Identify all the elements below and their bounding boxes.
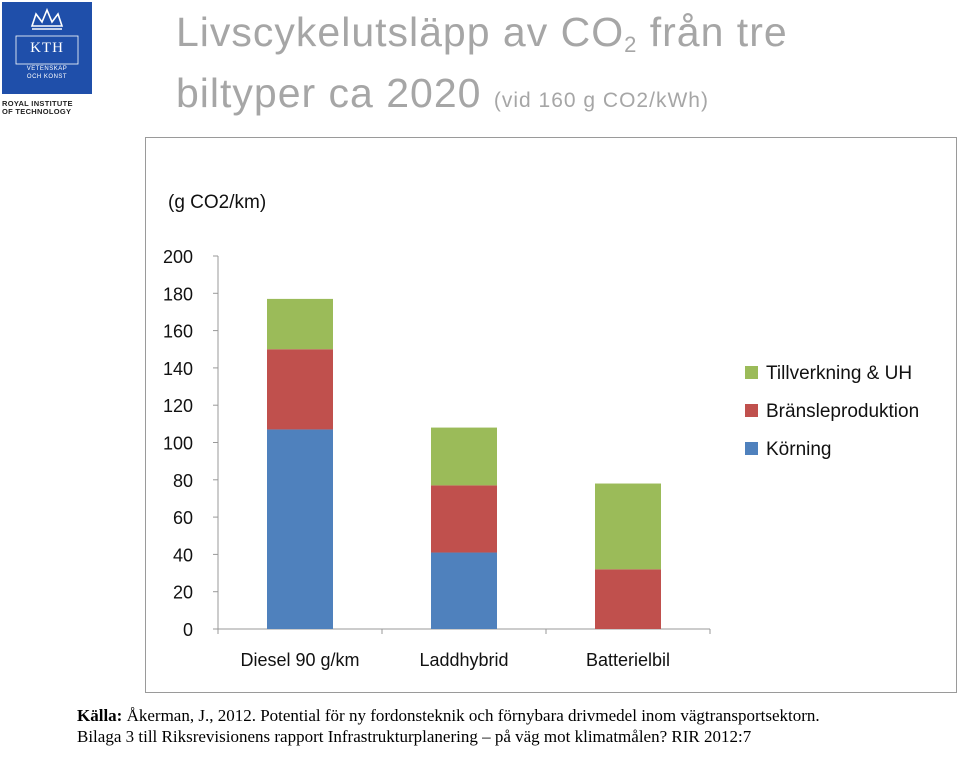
bar-segment bbox=[595, 569, 661, 629]
legend-swatch bbox=[745, 366, 758, 379]
bar-segment bbox=[267, 429, 333, 629]
bar-segment bbox=[267, 349, 333, 430]
title-subscript: 2 bbox=[624, 32, 638, 57]
y-tick-label: 40 bbox=[173, 545, 193, 565]
title-part1: Livscykelutsläpp av CO bbox=[176, 9, 625, 55]
kth-logo-badge: KTH VETENSKAP OCH KONST bbox=[2, 2, 92, 94]
kth-caption-line1: ROYAL INSTITUTE bbox=[2, 99, 73, 108]
bar-segment bbox=[595, 483, 661, 570]
source-label: Källa: bbox=[77, 706, 123, 725]
legend-label: Körning bbox=[766, 439, 832, 460]
source-line-2: Bilaga 3 till Riksrevisionens rapport In… bbox=[77, 727, 752, 746]
x-tick-label: Diesel 90 g/km bbox=[240, 650, 359, 670]
title-note: (vid 160 g CO2/kWh) bbox=[493, 89, 709, 112]
kth-logo-text: KTH bbox=[30, 40, 64, 56]
kth-caption-line2: OF TECHNOLOGY bbox=[2, 107, 72, 116]
y-tick-label: 20 bbox=[173, 583, 193, 603]
title-line-2: biltyper ca 2020 (vid 160 g CO2/kWh) bbox=[176, 69, 788, 125]
legend-swatch bbox=[745, 442, 758, 455]
source-line-1: Källa: Åkerman, J., 2012. Potential för … bbox=[77, 705, 820, 726]
y-tick-label: 180 bbox=[163, 284, 193, 304]
kth-logo: KTH VETENSKAP OCH KONST ROYAL INSTITUTE … bbox=[2, 2, 94, 116]
kth-logo-line1: VETENSKAP bbox=[26, 66, 68, 72]
y-tick-label: 100 bbox=[163, 434, 193, 454]
y-tick-label: 0 bbox=[183, 620, 193, 640]
bar-segment bbox=[267, 298, 333, 350]
bar-segment bbox=[431, 552, 497, 629]
chart-frame: (g CO2/km) 0 20 40 60 80 100 120 140 160 180 200 Die… bbox=[145, 137, 957, 693]
bar-segment bbox=[431, 485, 497, 553]
title-part2: från tre bbox=[637, 9, 788, 55]
bar-segment bbox=[431, 427, 497, 486]
source-text-1: Åkerman, J., 2012. Potential för ny ford… bbox=[122, 706, 820, 725]
legend-label: Tillverkning & UH bbox=[766, 363, 912, 384]
x-tick-label: Batterielbil bbox=[586, 650, 670, 670]
stacked-bar-chart: (g CO2/km) 0 20 40 60 80 100 120 140 160 180 200 Die… bbox=[163, 192, 919, 670]
legend-swatch bbox=[745, 404, 758, 417]
x-tick-label: Laddhybrid bbox=[419, 650, 508, 670]
page-title: Livscykelutsläpp av CO2 från tre biltype… bbox=[176, 8, 788, 125]
y-tick-label: 160 bbox=[163, 322, 193, 342]
y-tick-label: 80 bbox=[173, 471, 193, 491]
legend-label: Bränsleproduktion bbox=[766, 401, 919, 422]
y-tick-label: 200 bbox=[163, 247, 193, 267]
y-tick-label: 120 bbox=[163, 396, 193, 416]
source-citation: Källa: Åkerman, J., 2012. Potential för … bbox=[77, 705, 820, 747]
crown-icon bbox=[15, 7, 79, 65]
y-tick-label: 60 bbox=[173, 508, 193, 528]
y-unit-label: (g CO2/km) bbox=[168, 192, 266, 213]
title-line-1: Livscykelutsläpp av CO2 från tre bbox=[176, 8, 788, 69]
kth-logo-line2: OCH KONST bbox=[26, 74, 68, 80]
title-line2-text: biltyper ca 2020 bbox=[176, 70, 482, 116]
y-tick-label: 140 bbox=[163, 359, 193, 379]
